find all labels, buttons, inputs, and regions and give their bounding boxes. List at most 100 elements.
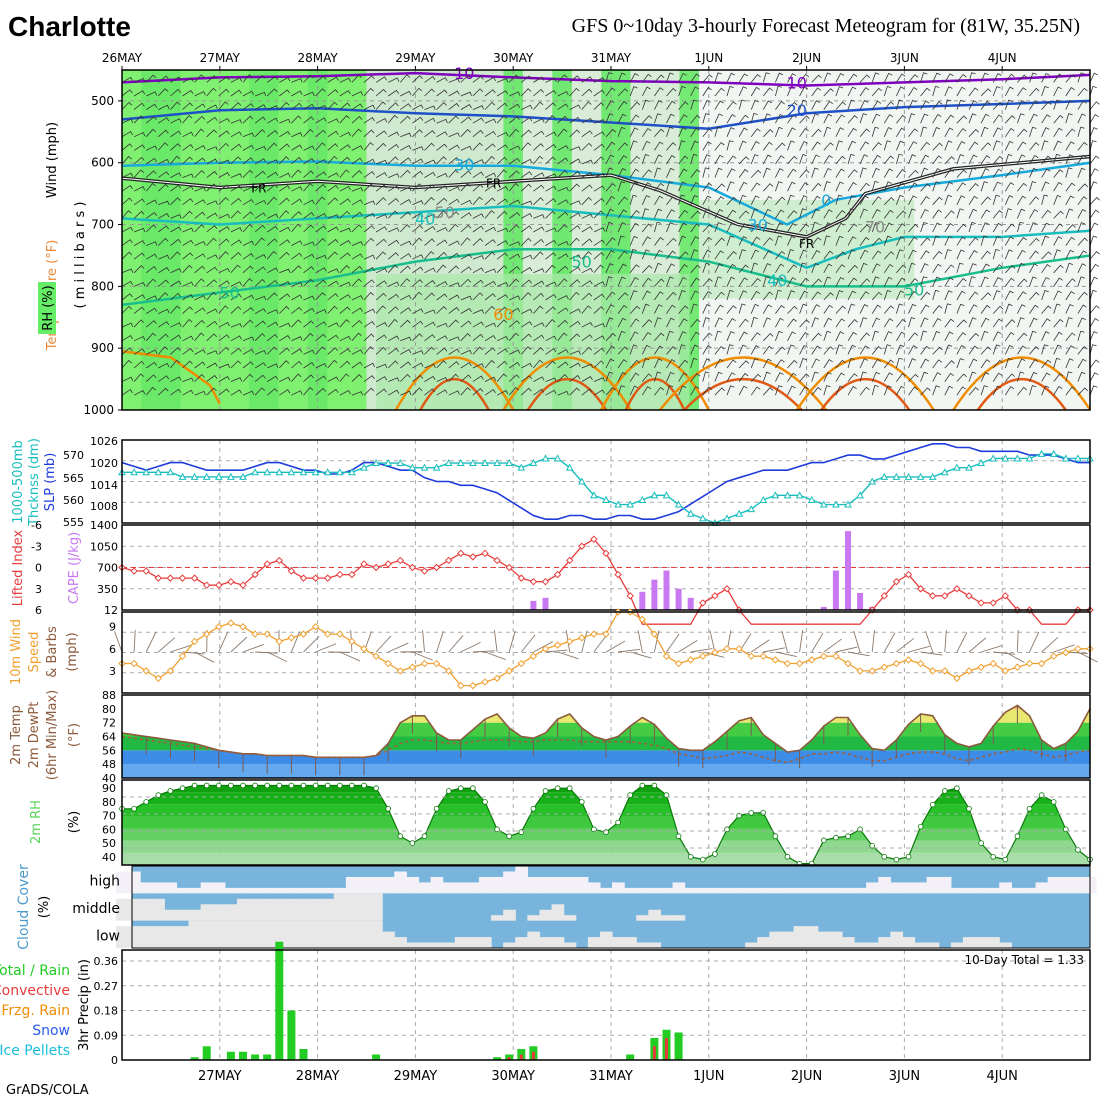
wind-tick-label: 6	[109, 643, 116, 656]
isotherm-30	[121, 160, 1091, 226]
wind-barb	[666, 371, 675, 382]
wind-barb	[702, 182, 713, 192]
cloud-cover-bar	[660, 887, 674, 894]
wind-barb	[1089, 127, 1098, 137]
wind-speed-point	[323, 630, 332, 638]
wind-barb	[1065, 141, 1075, 151]
wind-barb	[375, 142, 387, 151]
wind-barb	[883, 263, 894, 274]
wind-barb	[956, 223, 967, 233]
wind-barb	[1089, 251, 1100, 260]
wind-barb	[509, 199, 521, 206]
wind-tick-label: 3	[109, 665, 116, 678]
temp-tick-label: 80	[102, 703, 116, 716]
wind-barb	[629, 114, 640, 124]
wind-barb	[254, 333, 266, 342]
wind-barb	[545, 335, 557, 342]
wind-barb	[472, 346, 483, 355]
rh-point	[409, 840, 416, 846]
wind-barb	[170, 76, 182, 83]
wind-barb	[702, 291, 712, 301]
wind-barb	[496, 319, 508, 328]
wind-barb	[678, 331, 687, 341]
wind-barb	[871, 167, 880, 178]
cloud-cover-bar	[563, 942, 577, 948]
wind-barb	[557, 240, 569, 246]
wind-barb	[521, 375, 533, 382]
wind-barb	[557, 278, 568, 287]
wind-barb	[1065, 87, 1075, 97]
wind-barb	[787, 290, 796, 301]
wind-barb	[412, 170, 424, 178]
wind-barb	[146, 295, 158, 301]
wind-barb	[351, 199, 363, 206]
wind-barb	[859, 291, 870, 301]
wind-barb	[932, 222, 941, 233]
wind-barb	[521, 279, 532, 287]
rh-point	[300, 782, 307, 789]
wind-barb	[254, 387, 266, 396]
wind-barb	[472, 238, 484, 246]
wind-barb	[642, 115, 653, 124]
cloud-cover-bar	[261, 920, 274, 948]
wind-barb	[1041, 209, 1052, 219]
wind-barb	[569, 308, 581, 314]
wind-barb	[339, 348, 351, 355]
rh-point	[917, 823, 924, 830]
wind-barb	[726, 181, 735, 192]
wind-barb	[460, 349, 472, 355]
wind-barb	[569, 291, 580, 301]
wind-speed-point	[590, 630, 598, 638]
thickness-point	[1074, 454, 1082, 462]
wind-barb	[424, 130, 436, 138]
wind-speed-point	[481, 678, 489, 686]
wind-barb	[666, 72, 674, 83]
cloud-cover-bar	[599, 931, 613, 948]
wind-barb	[1004, 153, 1013, 165]
wind-barb	[992, 264, 1003, 274]
rh-tick-label: 80	[102, 796, 116, 809]
wind-barb	[593, 264, 604, 274]
top-date-label: 4JUN	[988, 51, 1017, 65]
wind-barb	[581, 130, 593, 138]
precip-bar	[626, 1054, 635, 1060]
wind-barb	[859, 358, 869, 369]
wind-barb	[218, 334, 230, 342]
wind-barb	[992, 140, 1001, 151]
wind-barb	[508, 103, 521, 110]
wind-barb-10m	[1041, 636, 1059, 653]
wind-barb	[920, 183, 931, 192]
wind-barb	[460, 199, 472, 206]
wind-barb	[932, 289, 940, 301]
wind-barb	[883, 127, 893, 137]
wind-barb	[133, 227, 146, 233]
wind-barb-10m	[315, 643, 337, 653]
wind-barb	[472, 117, 484, 124]
fr-label: FR	[799, 237, 814, 251]
cloud-cover-bar	[333, 887, 347, 894]
wind-barb	[121, 305, 133, 314]
wind-barb	[400, 373, 411, 382]
wind-speed-point	[408, 663, 417, 671]
cloud-cover-bar	[866, 882, 879, 894]
cloud-cover-bar	[575, 876, 589, 894]
wind-barb	[799, 319, 810, 328]
wind-barb	[629, 140, 638, 151]
wind-barb	[1017, 358, 1026, 369]
wind-barb	[1089, 222, 1099, 233]
wind-barb	[170, 334, 182, 342]
wind-barb	[472, 105, 485, 110]
isotherm-70	[683, 378, 803, 411]
wind-barb	[472, 184, 484, 192]
wind-barb	[121, 280, 134, 287]
wind-barb	[629, 290, 638, 301]
cloud-cover-bar	[587, 937, 601, 948]
wind-barb	[363, 321, 375, 328]
wind-barb	[484, 89, 496, 97]
wind-barb	[545, 252, 557, 260]
lifted-index-point	[408, 563, 417, 572]
wind-barb	[315, 238, 326, 246]
thickness-point	[130, 468, 138, 476]
contour-label: 20	[787, 101, 807, 120]
wind-barb	[775, 142, 786, 151]
